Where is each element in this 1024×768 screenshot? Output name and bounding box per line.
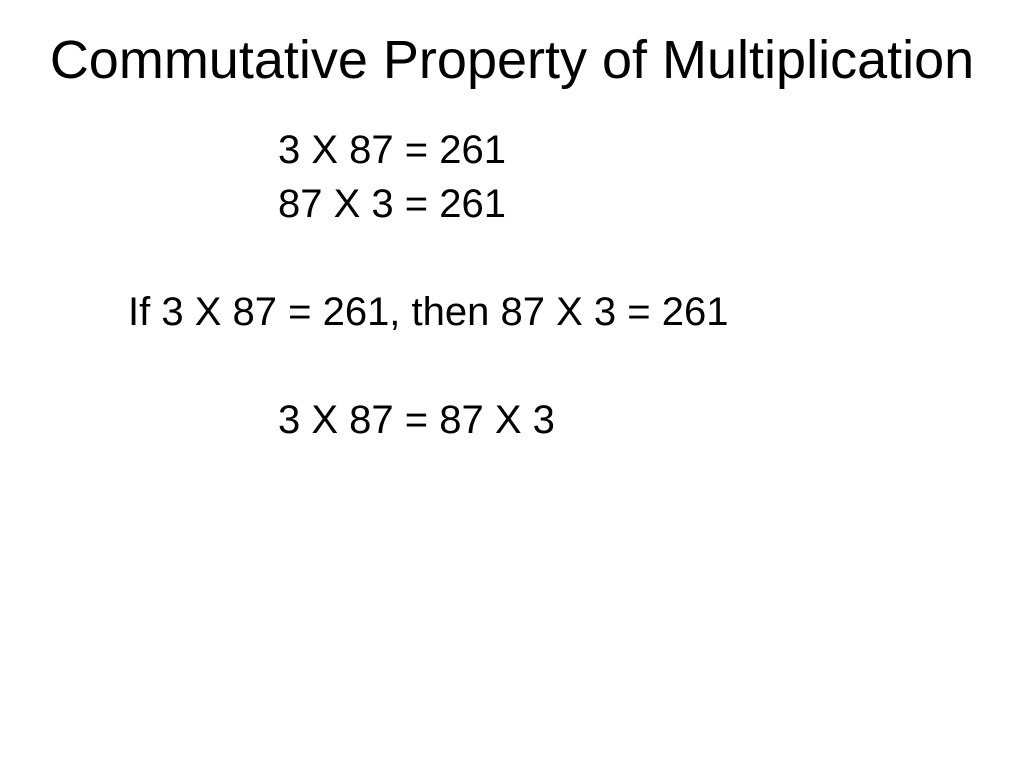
slide-container: Commutative Property of Multiplication 3… — [0, 0, 1024, 768]
slide-body: 3 X 87 = 261 87 X 3 = 261 If 3 X 87 = 26… — [0, 123, 1024, 447]
body-line-3: If 3 X 87 = 261, then 87 X 3 = 261 — [128, 285, 1024, 339]
body-line-4: 3 X 87 = 87 X 3 — [128, 393, 1024, 447]
slide-title: Commutative Property of Multiplication — [0, 28, 1024, 93]
body-line-2: 87 X 3 = 261 — [128, 177, 1024, 231]
blank-line — [128, 231, 1024, 285]
body-line-1: 3 X 87 = 261 — [128, 123, 1024, 177]
blank-line — [128, 339, 1024, 393]
